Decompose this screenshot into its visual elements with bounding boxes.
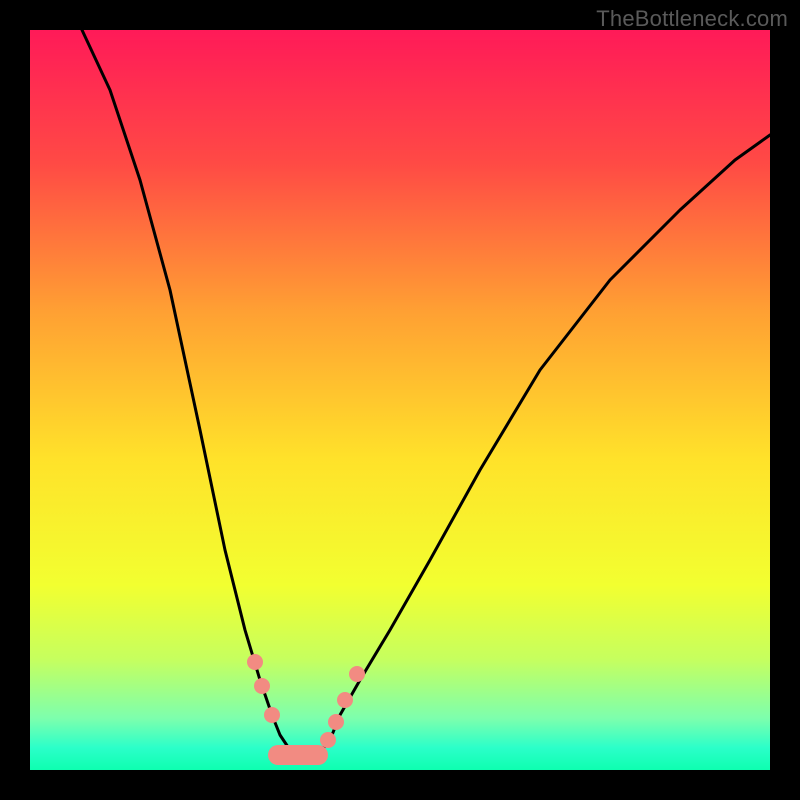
marker-dot xyxy=(264,707,280,723)
marker-dot xyxy=(320,732,336,748)
plot-area xyxy=(30,30,770,770)
gradient-background xyxy=(30,30,770,770)
marker-dot xyxy=(337,692,353,708)
marker-dot xyxy=(328,714,344,730)
marker-dot xyxy=(247,654,263,670)
plot-svg xyxy=(30,30,770,770)
chart-outer: TheBottleneck.com xyxy=(0,0,800,800)
marker-dot xyxy=(254,678,270,694)
watermark-text: TheBottleneck.com xyxy=(596,6,788,32)
marker-dot xyxy=(349,666,365,682)
